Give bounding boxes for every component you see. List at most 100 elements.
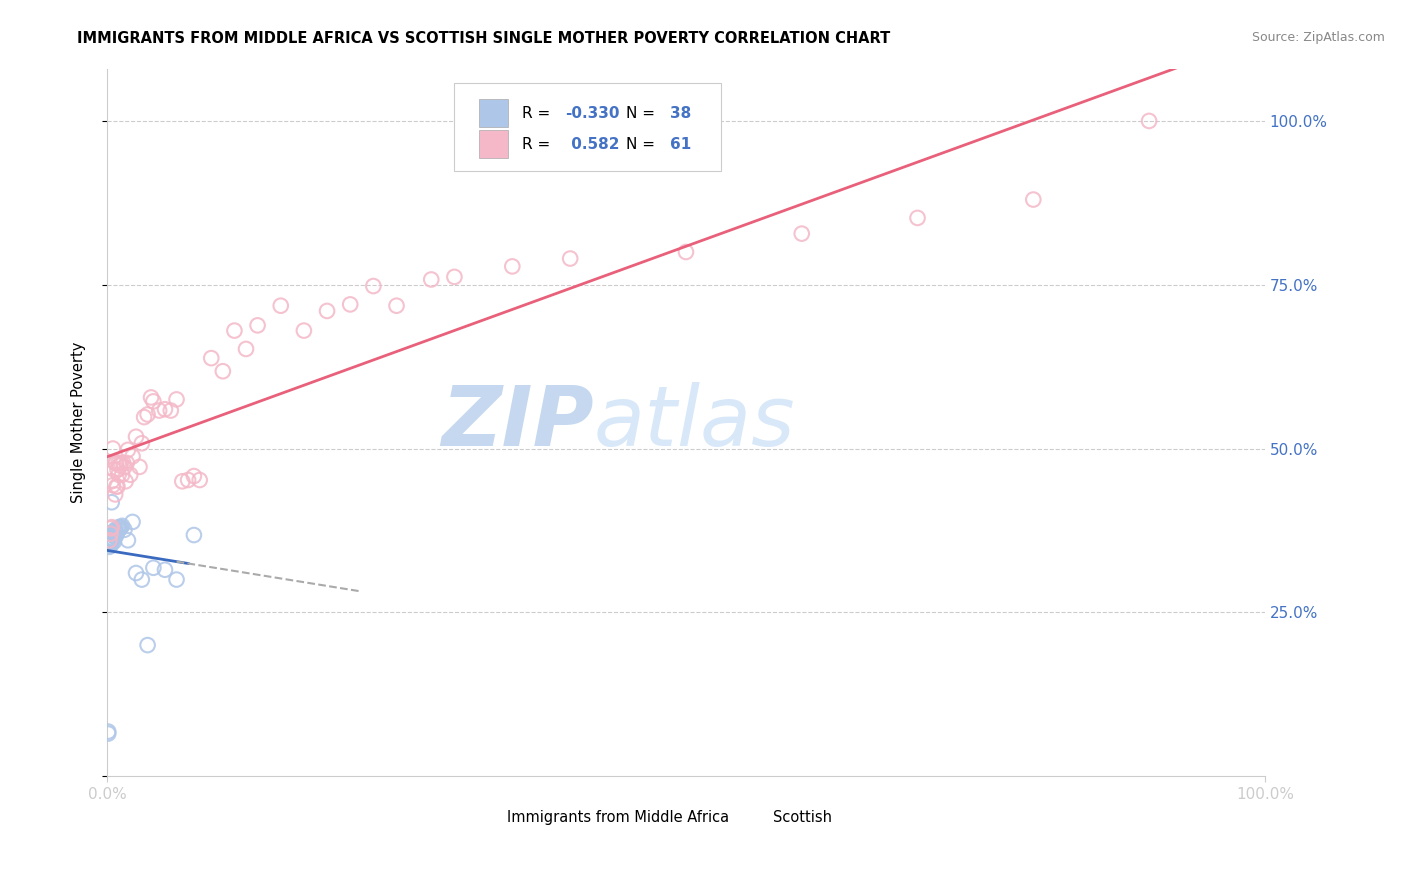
Point [105,456,128,470]
Text: 38: 38 [669,105,690,120]
Point [183,528,205,542]
Point [100,526,122,541]
Point [110,520,132,534]
Point [114,459,136,474]
Text: Scottish: Scottish [773,810,832,825]
Point [153,563,176,577]
Point [98,540,121,554]
FancyBboxPatch shape [478,130,508,159]
Point [131,573,153,587]
Point [104,529,127,543]
Point [117,533,139,548]
Point [212,364,235,378]
Bar [721,806,765,828]
Point [100,531,122,545]
Point [100,495,122,509]
Point [270,299,292,313]
Point [148,403,170,417]
Point [107,462,129,476]
Point [98,533,121,548]
Point [246,318,269,333]
Point [125,566,148,580]
Point [105,525,128,540]
Text: 61: 61 [669,136,690,152]
Bar [454,806,498,828]
Point [125,430,148,444]
Point [111,519,134,533]
Point [166,392,188,407]
FancyBboxPatch shape [454,83,721,171]
Text: N =: N = [626,136,659,152]
Point [100,533,122,548]
Point [560,252,582,266]
Point [101,532,124,546]
Point [172,475,194,489]
Text: R =: R = [522,136,555,152]
Point [104,523,127,537]
Point [98,536,121,550]
Point [117,442,139,457]
Point [101,478,124,492]
Point [105,528,128,542]
Point [159,403,181,417]
Point [108,458,131,473]
Text: IMMIGRANTS FROM MIDDLE AFRICA VS SCOTTISH SINGLE MOTHER POVERTY CORRELATION CHAR: IMMIGRANTS FROM MIDDLE AFRICA VS SCOTTIS… [77,31,890,46]
Point [100,539,122,553]
Point [153,402,176,417]
Point [316,304,339,318]
Point [103,529,125,543]
Point [139,391,162,405]
Text: -0.330: -0.330 [565,105,620,120]
Point [907,211,929,225]
Point [134,410,156,425]
Point [101,442,124,456]
Text: ZIP: ZIP [440,382,593,463]
Point [107,467,129,482]
Point [104,525,127,540]
Point [100,520,122,534]
Point [101,534,124,549]
Point [104,487,127,501]
Point [790,227,813,241]
Y-axis label: Single Mother Poverty: Single Mother Poverty [72,342,86,503]
Point [136,408,159,422]
Point [114,475,136,489]
Point [420,272,443,286]
Point [107,456,129,470]
Point [142,561,165,575]
Point [501,260,523,274]
Point [177,473,200,487]
Point [103,462,125,476]
Point [112,456,135,470]
Point [339,297,361,311]
Point [121,515,143,529]
Point [200,351,222,365]
Point [235,342,257,356]
Point [120,467,142,482]
Point [97,726,120,740]
Point [100,536,122,550]
Point [100,532,122,546]
Point [105,479,128,493]
Text: atlas: atlas [593,382,794,463]
Text: N =: N = [626,105,659,120]
Point [103,534,125,549]
Point [443,269,465,284]
Point [1022,193,1045,207]
Point [97,724,120,739]
Point [136,638,159,652]
Point [98,534,121,549]
FancyBboxPatch shape [478,99,508,128]
Point [107,523,129,537]
Point [292,324,315,338]
Point [363,279,385,293]
Point [224,324,246,338]
Text: 0.582: 0.582 [565,136,619,152]
Text: Source: ZipAtlas.com: Source: ZipAtlas.com [1251,31,1385,45]
Point [1137,114,1160,128]
Point [128,459,150,474]
Point [100,475,122,489]
Point [188,473,211,487]
Point [166,573,188,587]
Point [142,394,165,409]
